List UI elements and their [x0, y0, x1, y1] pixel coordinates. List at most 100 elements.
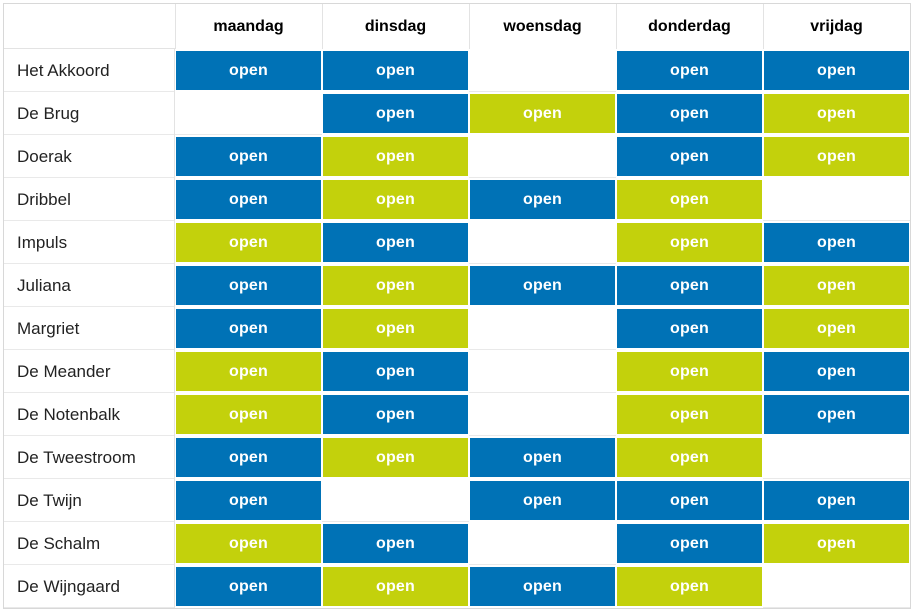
open-block-blue: open — [323, 352, 468, 391]
open-block-green: open — [617, 352, 762, 391]
open-cell: open — [322, 307, 469, 350]
table-row: De Notenbalk open open open open — [4, 393, 910, 436]
open-cell: open — [763, 221, 910, 264]
open-block-green: open — [617, 395, 762, 434]
open-cell: open — [175, 436, 322, 479]
open-block-blue: open — [323, 223, 468, 262]
open-cell: open — [175, 49, 322, 92]
open-block-blue: open — [617, 524, 762, 563]
open-cell: open — [469, 565, 616, 608]
location-name: De Twijn — [4, 479, 175, 522]
open-block-blue: open — [764, 481, 909, 520]
open-block-blue: open — [617, 94, 762, 133]
open-cell: open — [175, 522, 322, 565]
closed-cell — [763, 178, 910, 221]
open-cell: open — [322, 264, 469, 307]
open-block-blue: open — [470, 180, 615, 219]
table-row: De Wijngaard open open open open — [4, 565, 910, 608]
table-row: Dribbel open open open open — [4, 178, 910, 221]
open-block-green: open — [323, 180, 468, 219]
open-cell: open — [616, 436, 763, 479]
day-header-dinsdag: dinsdag — [322, 4, 469, 49]
open-cell: open — [616, 49, 763, 92]
open-block-green: open — [764, 309, 909, 348]
closed-cell — [763, 436, 910, 479]
open-block-green: open — [176, 352, 321, 391]
open-cell: open — [763, 49, 910, 92]
open-cell: open — [322, 565, 469, 608]
open-cell: open — [616, 479, 763, 522]
location-name: De Schalm — [4, 522, 175, 565]
open-block-green: open — [323, 266, 468, 305]
day-header-maandag: maandag — [175, 4, 322, 49]
closed-cell — [469, 522, 616, 565]
closed-cell — [469, 221, 616, 264]
open-cell: open — [616, 221, 763, 264]
open-cell: open — [763, 135, 910, 178]
open-cell: open — [175, 393, 322, 436]
open-cell: open — [322, 92, 469, 135]
closed-cell — [322, 479, 469, 522]
open-cell: open — [322, 49, 469, 92]
table-row: Doerak open open open open — [4, 135, 910, 178]
open-block-blue: open — [323, 94, 468, 133]
day-header-donderdag: donderdag — [616, 4, 763, 49]
open-block-blue: open — [176, 438, 321, 477]
table-row: Juliana open open open open open — [4, 264, 910, 307]
open-cell: open — [322, 178, 469, 221]
open-cell: open — [763, 522, 910, 565]
open-cell: open — [469, 178, 616, 221]
closed-cell — [469, 49, 616, 92]
open-cell: open — [175, 135, 322, 178]
closed-cell — [469, 393, 616, 436]
closed-cell — [175, 92, 322, 135]
open-block-green: open — [323, 309, 468, 348]
open-block-green: open — [617, 567, 762, 606]
open-cell: open — [469, 92, 616, 135]
location-name: De Tweestroom — [4, 436, 175, 479]
location-name: De Notenbalk — [4, 393, 175, 436]
open-cell: open — [763, 92, 910, 135]
open-block-green: open — [764, 266, 909, 305]
location-name: Het Akkoord — [4, 49, 175, 92]
open-block-blue: open — [764, 395, 909, 434]
open-block-green: open — [323, 438, 468, 477]
open-cell: open — [763, 479, 910, 522]
closed-cell — [469, 350, 616, 393]
open-block-green: open — [764, 524, 909, 563]
open-block-green: open — [764, 137, 909, 176]
open-block-blue: open — [176, 180, 321, 219]
open-cell: open — [616, 522, 763, 565]
location-name: De Brug — [4, 92, 175, 135]
open-block-blue: open — [176, 309, 321, 348]
open-block-blue: open — [323, 51, 468, 90]
location-name: De Wijngaard — [4, 565, 175, 608]
open-cell: open — [616, 393, 763, 436]
open-cell: open — [616, 565, 763, 608]
open-block-green: open — [617, 438, 762, 477]
open-block-blue: open — [764, 223, 909, 262]
open-block-green: open — [617, 180, 762, 219]
corner-cell — [4, 4, 175, 49]
location-name: Dribbel — [4, 178, 175, 221]
open-block-blue: open — [323, 395, 468, 434]
open-cell: open — [175, 350, 322, 393]
open-cell: open — [763, 264, 910, 307]
open-block-blue: open — [764, 51, 909, 90]
open-block-green: open — [470, 94, 615, 133]
open-block-green: open — [176, 223, 321, 262]
table-row: Impuls open open open open — [4, 221, 910, 264]
open-block-blue: open — [764, 352, 909, 391]
closed-cell — [469, 135, 616, 178]
open-cell: open — [322, 393, 469, 436]
open-cell: open — [322, 221, 469, 264]
table-row: De Brug open open open open — [4, 92, 910, 135]
open-cell: open — [469, 479, 616, 522]
open-block-blue: open — [617, 137, 762, 176]
open-block-green: open — [176, 395, 321, 434]
table-row: Het Akkoord open open open open — [4, 49, 910, 92]
open-block-blue: open — [617, 309, 762, 348]
open-block-green: open — [617, 223, 762, 262]
open-block-green: open — [764, 94, 909, 133]
open-block-green: open — [323, 137, 468, 176]
